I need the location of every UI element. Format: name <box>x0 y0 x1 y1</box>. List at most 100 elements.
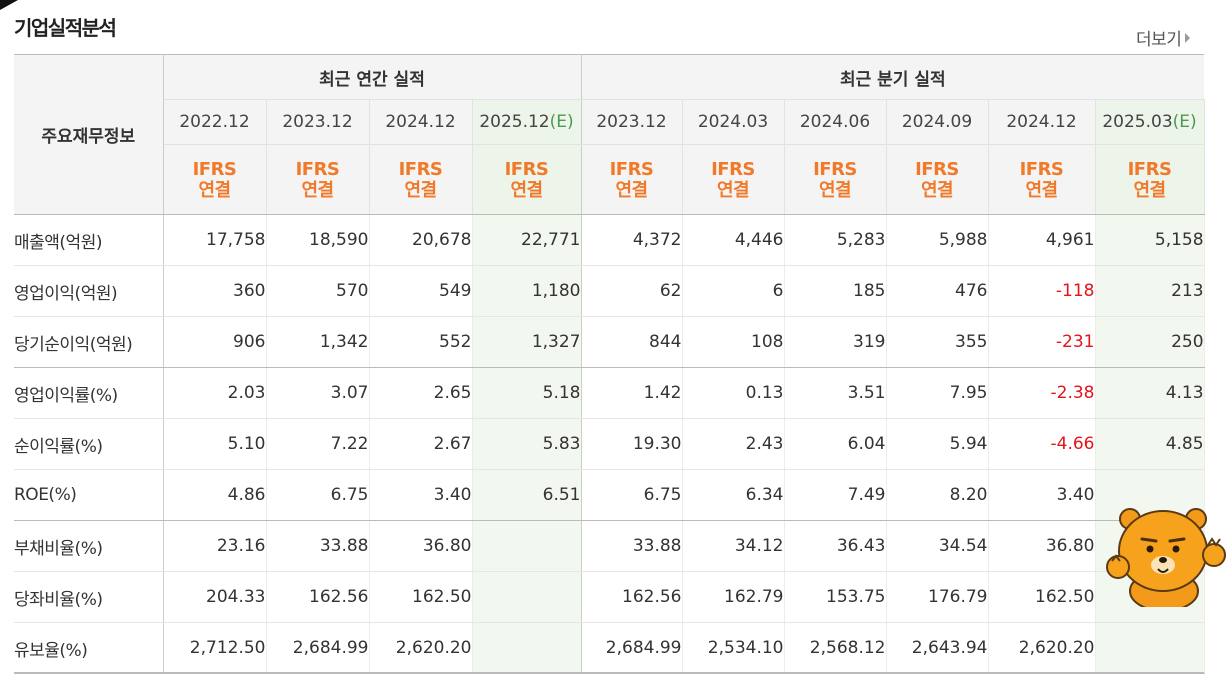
ifrs-basis-label: IFRS 연결 <box>784 144 887 215</box>
annual-header: 최근 연간 실적 <box>163 54 582 100</box>
period-date-annual: 2023.12 <box>266 99 370 145</box>
table-cell <box>472 520 582 572</box>
row-label: 영업이익률(%) <box>14 367 164 419</box>
table-cell: 185 <box>784 265 887 317</box>
quarter-header: 최근 분기 실적 <box>581 54 1205 100</box>
table-cell <box>472 571 582 623</box>
row-label: 매출액(억원) <box>14 214 164 266</box>
period-date-quarter: 2023.12 <box>581 99 683 145</box>
row-label: 당기순이익(억원) <box>14 316 164 368</box>
table-cell: 36.43 <box>784 520 887 572</box>
ryan-bear-icon <box>1106 508 1226 607</box>
table-cell: 319 <box>784 316 887 368</box>
period-date-quarter: 2024.12 <box>988 99 1096 145</box>
ifrs-basis-label: IFRS 연결 <box>1095 144 1205 215</box>
table-cell: 6.34 <box>682 469 785 521</box>
table-cell: -2.38 <box>988 367 1096 419</box>
table-cell: 844 <box>581 316 683 368</box>
row-label: 순이익률(%) <box>14 418 164 470</box>
table-cell: 3.40 <box>988 469 1096 521</box>
table-bottom-rule <box>14 672 1204 683</box>
table-cell: 6.51 <box>472 469 582 521</box>
table-cell: 1.42 <box>581 367 683 419</box>
period-date-quarter: 2024.03 <box>682 99 785 145</box>
period-date-quarter: 2025.03(E) <box>1095 99 1205 145</box>
period-date-label: 2024.03 <box>697 112 769 132</box>
table-cell: 1,180 <box>472 265 582 317</box>
ifrs-line1: IFRS <box>398 158 443 180</box>
period-date-label: 2025.12 <box>479 112 550 132</box>
table-cell: 162.79 <box>682 571 785 623</box>
estimate-suffix: (E) <box>1172 112 1197 132</box>
ifrs-basis-label: IFRS 연결 <box>886 144 989 215</box>
ifrs-line2: 연결 <box>818 179 852 201</box>
table-cell: 18,590 <box>266 214 370 266</box>
table-cell: 34.12 <box>682 520 785 572</box>
ifrs-line1: IFRS <box>711 158 755 180</box>
table-cell: 5.18 <box>472 367 582 419</box>
table-cell: 5,283 <box>784 214 887 266</box>
ifrs-basis-label: IFRS 연결 <box>472 144 582 215</box>
table-cell: 162.50 <box>988 571 1096 623</box>
row-header: 주요재무정보 <box>14 54 164 215</box>
table-row: 영업이익률(%) 2.03 3.07 2.65 5.18 1.42 0.13 3.51 7.95… <box>14 367 1205 419</box>
table-cell: 3.51 <box>784 367 887 419</box>
period-date-label: 2024.09 <box>901 112 973 132</box>
table-cell: 3.40 <box>369 469 473 521</box>
estimate-suffix: (E) <box>549 112 574 132</box>
ifrs-line1: IFRS <box>504 158 549 180</box>
arrow-right-icon <box>1185 32 1191 43</box>
ifrs-line2: 연결 <box>404 179 437 201</box>
table-cell: 34.54 <box>886 520 989 572</box>
ifrs-line2: 연결 <box>920 179 954 201</box>
table-cell: -231 <box>988 316 1096 368</box>
ifrs-line2: 연결 <box>198 179 231 201</box>
table-cell: 4.86 <box>163 469 267 521</box>
table-cell: 36.80 <box>369 520 473 572</box>
table-cell: 570 <box>266 265 370 317</box>
table-cell: 1,342 <box>266 316 370 368</box>
table-cell <box>1095 622 1205 674</box>
period-date-annual: 2025.12(E) <box>472 99 582 145</box>
table-cell: 5,158 <box>1095 214 1205 266</box>
table-row: 매출액(억원) 17,758 18,590 20,678 22,771 4,372 4,44… <box>14 214 1205 266</box>
ifrs-basis-label: IFRS 연결 <box>369 144 473 215</box>
table-row: 당좌비율(%) 204.33 162.56 162.50 162.56 162.79 153… <box>14 571 1205 623</box>
table-cell: 6.04 <box>784 418 887 470</box>
table-cell: 2,620.20 <box>369 622 473 674</box>
table-cell: 62 <box>581 265 683 317</box>
row-label: 영업이익(억원) <box>14 265 164 317</box>
table-cell: 2,684.99 <box>266 622 370 674</box>
row-label: 당좌비율(%) <box>14 571 164 623</box>
table-row: 순이익률(%) 5.10 7.22 2.67 5.83 19.30 2.43 6.04 5.94… <box>14 418 1205 470</box>
table-row: 부채비율(%) 23.16 33.88 36.80 33.88 34.12 36.43 34.… <box>14 520 1205 572</box>
table-cell: 360 <box>163 265 267 317</box>
table-cell: 2.65 <box>369 367 473 419</box>
table-cell: 204.33 <box>163 571 267 623</box>
table-cell: -118 <box>988 265 1096 317</box>
table-row: ROE(%) 4.86 6.75 3.40 6.51 6.75 6.34 7.49 8.20 3.… <box>14 469 1205 521</box>
ifrs-line1: IFRS <box>192 158 237 180</box>
table-cell: 2,568.12 <box>784 622 887 674</box>
section-title: 기업실적분석 <box>14 16 117 40</box>
ifrs-basis-label: IFRS 연결 <box>163 144 267 215</box>
table-cell <box>472 622 582 674</box>
table-cell: 4,961 <box>988 214 1096 266</box>
table-cell: 355 <box>886 316 989 368</box>
table-cell: 33.88 <box>581 520 683 572</box>
ifrs-line1: IFRS <box>295 158 340 180</box>
table-cell: 17,758 <box>163 214 267 266</box>
table-cell: 4,446 <box>682 214 785 266</box>
more-link[interactable]: 더보기 <box>1136 25 1191 50</box>
table-cell: 476 <box>886 265 989 317</box>
table-cell: 162.50 <box>369 571 473 623</box>
table-row: 유보율(%) 2,712.50 2,684.99 2,620.20 2,684.99 2,… <box>14 622 1205 674</box>
table-cell: 2.03 <box>163 367 267 419</box>
table-cell: 552 <box>369 316 473 368</box>
table-cell: 5.83 <box>472 418 582 470</box>
table-cell: 2.43 <box>682 418 785 470</box>
ifrs-line1: IFRS <box>1019 158 1064 180</box>
row-label: 부채비율(%) <box>14 520 164 572</box>
ifrs-line2: 연결 <box>716 179 750 201</box>
table-cell: 2.67 <box>369 418 473 470</box>
